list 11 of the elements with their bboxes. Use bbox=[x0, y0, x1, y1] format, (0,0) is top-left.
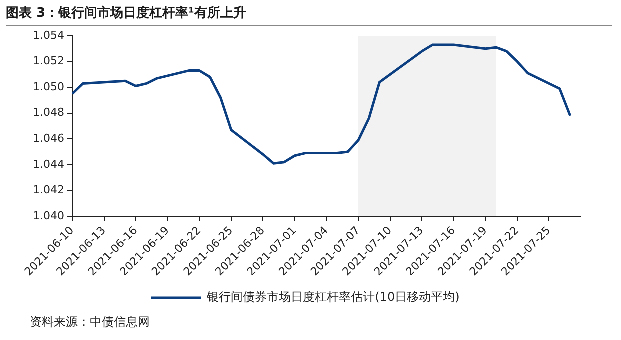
chart-title: 图表 3：银行间市场日度杠杆率¹有所上升 bbox=[6, 4, 612, 26]
legend-label: 银行间债券市场日度杠杆率估计(10日移动平均) bbox=[206, 290, 460, 304]
y-tick-label: 1.054 bbox=[32, 28, 64, 42]
y-tick-label: 1.040 bbox=[32, 209, 64, 222]
y-tick-label: 1.048 bbox=[32, 106, 64, 120]
y-tick-label: 1.046 bbox=[32, 132, 64, 145]
y-tick-label: 1.052 bbox=[32, 54, 64, 68]
text: 资料来源：中债信息网 bbox=[30, 314, 150, 331]
y-tick-label: 1.042 bbox=[32, 184, 64, 197]
y-tick-label: 1.050 bbox=[32, 80, 64, 94]
y-tick-label: 1.044 bbox=[32, 158, 64, 171]
